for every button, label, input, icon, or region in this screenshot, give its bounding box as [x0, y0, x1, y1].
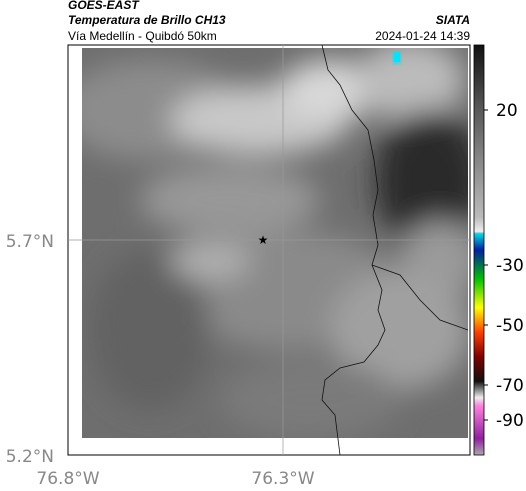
- brightness-image: [82, 48, 468, 438]
- lon-label: 76.3°W: [251, 469, 314, 489]
- subtitle: Temperatura de Brillo CH13: [68, 13, 226, 27]
- colorbar-tick-label: -90: [496, 411, 524, 431]
- colorbar: [473, 44, 485, 456]
- source: SIATA: [435, 13, 470, 27]
- title: GOES-EAST: [68, 0, 139, 12]
- region: Vía Medellín - Quibdó 50km: [68, 29, 217, 43]
- lon-label: 76.8°W: [36, 469, 99, 489]
- colorbar-ticks: 20 -30 -50 -70 -90: [484, 101, 524, 431]
- lat-label: 5.7°N: [6, 232, 54, 252]
- colorbar-tick-label: -50: [496, 316, 524, 336]
- datetime: 2024-01-24 14:39: [375, 29, 470, 43]
- location-marker: ★: [258, 233, 269, 247]
- colorbar-tick-label: 20: [496, 101, 518, 121]
- lat-label: 5.2°N: [6, 447, 54, 467]
- colorbar-tick-label: -30: [496, 256, 524, 276]
- colorbar-tick-label: -70: [496, 376, 524, 396]
- borders: [321, 44, 469, 456]
